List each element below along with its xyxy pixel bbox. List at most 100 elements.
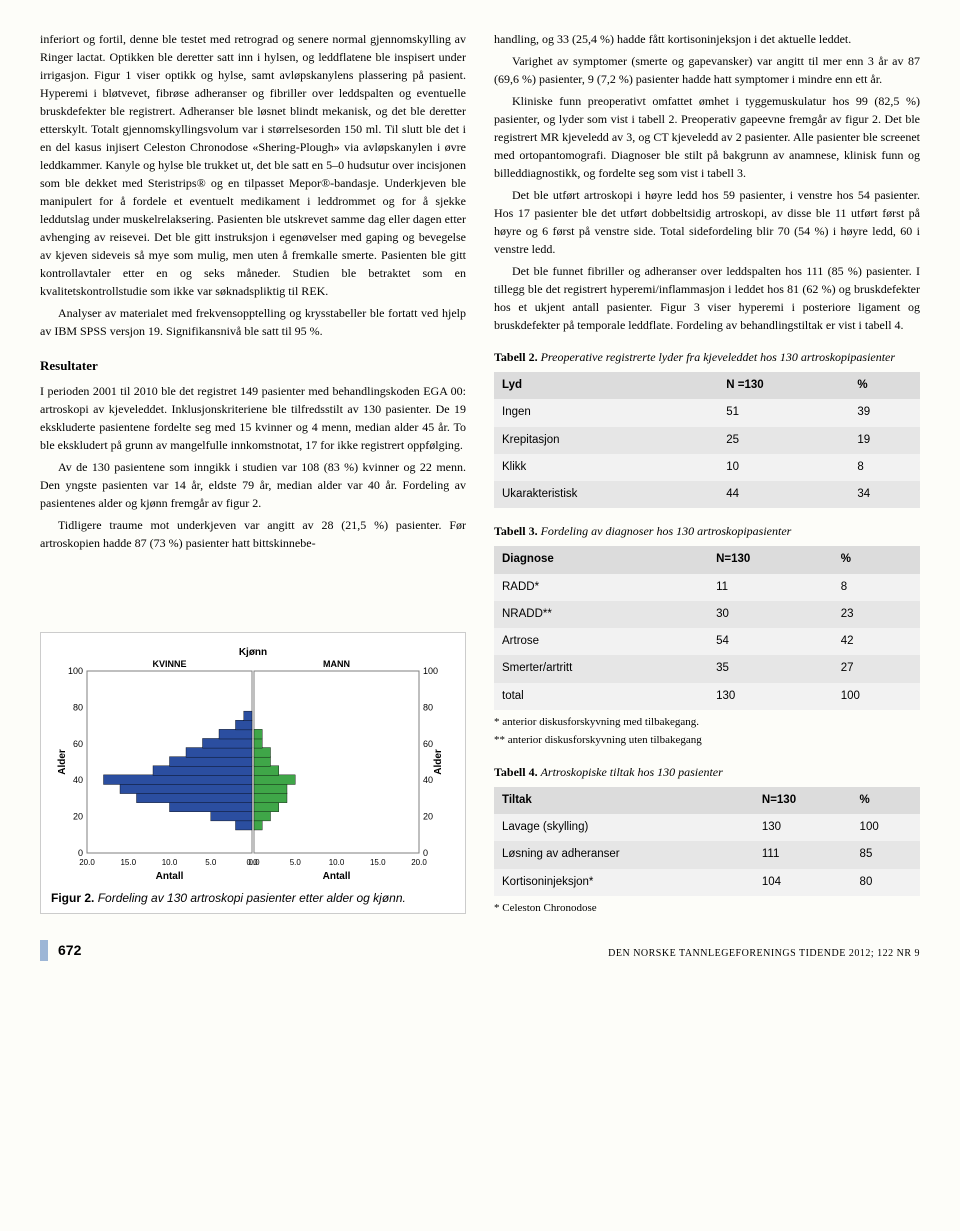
- table-row: total130100: [494, 683, 920, 710]
- body-para: Kliniske funn preoperativt omfattet ømhe…: [494, 92, 920, 182]
- table-cell: 34: [849, 481, 920, 508]
- table-4: TiltakN=130%Lavage (skylling)130100Løsni…: [494, 787, 920, 896]
- journal-part: 9: [912, 948, 921, 959]
- journal-part: NR: [897, 948, 912, 959]
- body-para: I perioden 2001 til 2010 ble det registr…: [40, 382, 466, 454]
- table-row: NRADD**3023: [494, 601, 920, 628]
- svg-text:0: 0: [78, 848, 83, 858]
- two-column-layout: inferiort og fortil, denne ble testet me…: [40, 30, 920, 916]
- svg-text:80: 80: [423, 702, 433, 712]
- svg-text:15.0: 15.0: [370, 858, 386, 867]
- body-para: Varighet av symptomer (smerte og gapevan…: [494, 52, 920, 88]
- table-cell: Artrose: [494, 628, 708, 655]
- table-4-note: * Celeston Chronodose: [494, 900, 920, 917]
- table-header: %: [852, 787, 920, 814]
- table-cell: 104: [754, 869, 852, 896]
- table-header: N=130: [708, 546, 833, 573]
- table-cell: 44: [718, 481, 849, 508]
- body-para: inferiort og fortil, denne ble testet me…: [40, 30, 466, 300]
- svg-text:20.0: 20.0: [411, 858, 427, 867]
- table-row: Klikk108: [494, 454, 920, 481]
- table-cell: 111: [754, 841, 852, 868]
- table-cell: 11: [708, 574, 833, 601]
- table-desc: Preoperative registrerte lyder fra kjeve…: [541, 350, 895, 364]
- table-header: N =130: [718, 372, 849, 399]
- svg-text:20: 20: [423, 811, 433, 821]
- svg-text:5.0: 5.0: [205, 858, 217, 867]
- table-cell: 25: [718, 427, 849, 454]
- table-cell: Klikk: [494, 454, 718, 481]
- table-cell: RADD*: [494, 574, 708, 601]
- table-3: DiagnoseN=130%RADD*118NRADD**3023Artrose…: [494, 546, 920, 710]
- table-cell: Løsning av adheranser: [494, 841, 754, 868]
- table-header: Diagnose: [494, 546, 708, 573]
- body-para: Tidligere traume mot underkjeven var ang…: [40, 516, 466, 552]
- svg-text:Alder: Alder: [57, 749, 68, 775]
- body-para: Av de 130 pasientene som inngikk i studi…: [40, 458, 466, 512]
- table-cell: 30: [708, 601, 833, 628]
- table-cell: Smerter/artritt: [494, 655, 708, 682]
- table-cell: 54: [708, 628, 833, 655]
- table-row: RADD*118: [494, 574, 920, 601]
- table-cell: 23: [833, 601, 920, 628]
- table-header: %: [833, 546, 920, 573]
- table-cell: Ukarakteristisk: [494, 481, 718, 508]
- figure-2-chart: KjønnKVINNEMANN0020204040606080801001002…: [40, 632, 466, 914]
- table-row: Krepitasjon2519: [494, 427, 920, 454]
- table-cell: 10: [718, 454, 849, 481]
- table-3-note: * anterior diskusforskyvning med tilbake…: [494, 714, 920, 731]
- journal-part: T: [796, 948, 805, 959]
- table-row: Smerter/artritt3527: [494, 655, 920, 682]
- svg-text:20.0: 20.0: [79, 858, 95, 867]
- table-cell: 8: [849, 454, 920, 481]
- table-header: Tiltak: [494, 787, 754, 814]
- table-cell: 100: [833, 683, 920, 710]
- svg-text:5.0: 5.0: [290, 858, 302, 867]
- svg-text:60: 60: [73, 738, 83, 748]
- body-para: Analyser av materialet med frekvensoppte…: [40, 304, 466, 340]
- table-header: %: [849, 372, 920, 399]
- table-row: Løsning av adheranser11185: [494, 841, 920, 868]
- journal-part: EN NORSKE TANNLEGEFORENINGS: [616, 948, 796, 959]
- table-label: Tabell 2.: [494, 350, 538, 364]
- table-cell: 130: [754, 814, 852, 841]
- table-row: Lavage (skylling)130100: [494, 814, 920, 841]
- table-label: Tabell 4.: [494, 765, 538, 779]
- table-2: LydN =130%Ingen5139Krepitasjon2519Klikk1…: [494, 372, 920, 508]
- table-cell: 27: [833, 655, 920, 682]
- svg-text:Alder: Alder: [433, 749, 444, 775]
- table-cell: 80: [852, 869, 920, 896]
- page-number: 672: [40, 940, 81, 961]
- table-cell: 19: [849, 427, 920, 454]
- svg-text:40: 40: [423, 775, 433, 785]
- svg-text:60: 60: [423, 738, 433, 748]
- table-cell: 42: [833, 628, 920, 655]
- page-footer: 672 DEN NORSKE TANNLEGEFORENINGS TIDENDE…: [40, 940, 920, 961]
- table-cell: Lavage (skylling): [494, 814, 754, 841]
- table-row: Ingen5139: [494, 399, 920, 426]
- table-desc: Fordeling av diagnoser hos 130 artroskop…: [541, 524, 792, 538]
- svg-text:80: 80: [73, 702, 83, 712]
- table-cell: Ingen: [494, 399, 718, 426]
- section-heading-resultater: Resultater: [40, 356, 466, 376]
- table-row: Kortisoninjeksjon*10480: [494, 869, 920, 896]
- table-cell: 85: [852, 841, 920, 868]
- svg-text:0: 0: [423, 848, 428, 858]
- figure-label: Figur 2.: [51, 891, 94, 905]
- svg-text:0.0: 0.0: [248, 858, 260, 867]
- svg-text:Kjønn: Kjønn: [239, 647, 267, 658]
- svg-text:20: 20: [73, 811, 83, 821]
- table-cell: Kortisoninjeksjon*: [494, 869, 754, 896]
- svg-text:KVINNE: KVINNE: [152, 659, 186, 669]
- svg-text:40: 40: [73, 775, 83, 785]
- table-row: Ukarakteristisk4434: [494, 481, 920, 508]
- table-cell: 39: [849, 399, 920, 426]
- table-cell: NRADD**: [494, 601, 708, 628]
- table-3-caption: Tabell 3. Fordeling av diagnoser hos 130…: [494, 522, 920, 540]
- journal-ref: DEN NORSKE TANNLEGEFORENINGS TIDENDE 201…: [608, 946, 920, 961]
- svg-text:MANN: MANN: [323, 659, 350, 669]
- table-row: Artrose5442: [494, 628, 920, 655]
- svg-text:Antall: Antall: [323, 871, 351, 882]
- table-header: N=130: [754, 787, 852, 814]
- svg-text:10.0: 10.0: [162, 858, 178, 867]
